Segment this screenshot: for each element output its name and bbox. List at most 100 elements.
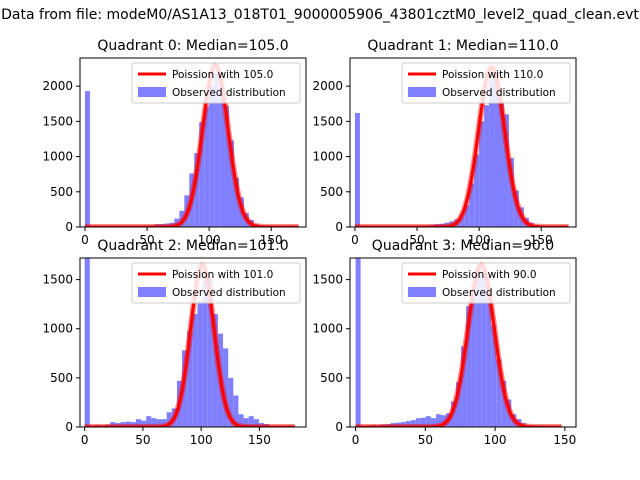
- legend-poisson-label: Poission with 105.0: [172, 69, 273, 81]
- legend-box: [401, 62, 571, 104]
- histogram-bar: [125, 421, 131, 427]
- y-tick-label: 0: [335, 220, 343, 234]
- poisson-curve: [84, 263, 296, 427]
- histogram-bar: [166, 412, 172, 427]
- x-tick-label: 150: [260, 233, 283, 247]
- histogram-bar: [503, 114, 509, 227]
- x-tick-label: 100: [484, 433, 507, 447]
- histogram-bar: [506, 399, 512, 427]
- plot-area: [352, 64, 571, 227]
- histogram-bar: [430, 418, 436, 427]
- histogram-bar: [135, 419, 142, 427]
- y-tick-label: 1500: [312, 273, 343, 287]
- histogram-bar: [508, 157, 514, 227]
- subplot-title: Quadrant 3: Median=90.0: [372, 238, 554, 254]
- x-tick-label: 100: [198, 233, 221, 247]
- histogram-bar: [212, 314, 218, 427]
- axes-frame: [79, 257, 307, 428]
- histogram-bar: [258, 423, 265, 427]
- histogram-bar: [84, 258, 90, 427]
- histogram-bar: [228, 377, 234, 427]
- histogram-bar: [425, 416, 431, 427]
- histogram-bar: [469, 183, 475, 227]
- histogram-bar: [169, 222, 175, 227]
- legend-observed-swatch: [138, 87, 166, 97]
- poisson-curve: [354, 65, 570, 227]
- histogram-bar: [390, 423, 396, 427]
- histogram-bar: [187, 330, 193, 427]
- x-tick-label: 50: [418, 433, 433, 447]
- axes-frame: [349, 257, 577, 428]
- histogram-bar: [223, 348, 229, 427]
- histogram-bar: [496, 359, 502, 427]
- observed-histogram: [354, 72, 549, 227]
- y-tick-label: 1500: [312, 114, 343, 128]
- histogram-bar: [199, 122, 205, 227]
- legend-observed-label: Observed distribution: [442, 287, 556, 299]
- histogram-bar: [513, 190, 519, 227]
- histogram-bar: [466, 306, 472, 427]
- y-tick-label: 1500: [42, 114, 73, 128]
- histogram-bar: [354, 112, 360, 227]
- histogram-bar: [202, 279, 208, 427]
- histogram-bar: [435, 414, 441, 427]
- histogram-bar: [214, 74, 220, 227]
- histogram-bar: [476, 265, 482, 427]
- histogram-bar: [204, 106, 210, 227]
- legend-poisson-label: Poission with 110.0: [442, 69, 543, 81]
- histogram-bar: [197, 301, 203, 427]
- histogram-bar: [451, 401, 457, 427]
- y-tick-label: 1000: [312, 150, 343, 164]
- histogram-bar: [400, 422, 406, 427]
- histogram-bar: [420, 417, 426, 427]
- histogram-bar: [474, 154, 480, 227]
- figure-suptitle: Data from file: modeM0/AS1A13_018T01_900…: [1, 7, 639, 23]
- legend-poisson-label: Poission with 101.0: [172, 269, 273, 281]
- histogram-bar: [182, 350, 188, 427]
- histogram-bar: [164, 223, 170, 227]
- y-tick-label: 1500: [42, 273, 73, 287]
- y-tick-label: 1000: [42, 150, 73, 164]
- axes-frame: [349, 57, 577, 228]
- subplot-title: Quadrant 0: Median=105.0: [97, 38, 288, 54]
- histogram-bar: [194, 153, 200, 227]
- x-tick-label: 50: [139, 233, 154, 247]
- histogram-bar: [219, 86, 225, 227]
- histogram-bar: [224, 105, 230, 227]
- histogram-bar: [471, 289, 477, 427]
- histogram-bar: [248, 416, 254, 427]
- histogram-bar: [130, 422, 136, 427]
- histogram-bar: [110, 422, 116, 427]
- histogram-bar: [84, 91, 90, 227]
- y-tick-label: 500: [320, 185, 343, 199]
- legend-observed-swatch: [138, 287, 166, 297]
- histogram-bar: [410, 420, 416, 427]
- subplot-title: Quadrant 1: Median=110.0: [367, 38, 558, 54]
- y-tick-label: 0: [65, 220, 73, 234]
- legend-poisson-label: Poission with 90.0: [442, 269, 537, 281]
- histogram-bar: [243, 418, 249, 427]
- legend-observed-label: Observed distribution: [172, 287, 286, 299]
- histogram-bar: [415, 418, 421, 427]
- histogram-bar: [141, 420, 147, 427]
- histogram-bar: [355, 258, 361, 427]
- legend: Poission with 105.0 Observed distribution: [131, 62, 301, 104]
- histogram-bar: [499, 101, 504, 227]
- histogram-bar: [115, 423, 121, 427]
- histogram-bar: [207, 278, 213, 427]
- histogram-bar: [233, 395, 239, 427]
- histogram-bar: [456, 381, 462, 427]
- legend-box: [131, 262, 301, 304]
- histogram-bar: [489, 80, 495, 227]
- legend-box: [131, 62, 301, 104]
- histogram-bar: [395, 422, 401, 427]
- histogram-bar: [501, 380, 507, 427]
- y-tick-label: 0: [335, 420, 343, 434]
- histogram-bar: [253, 419, 259, 427]
- histogram-bar: [161, 419, 167, 427]
